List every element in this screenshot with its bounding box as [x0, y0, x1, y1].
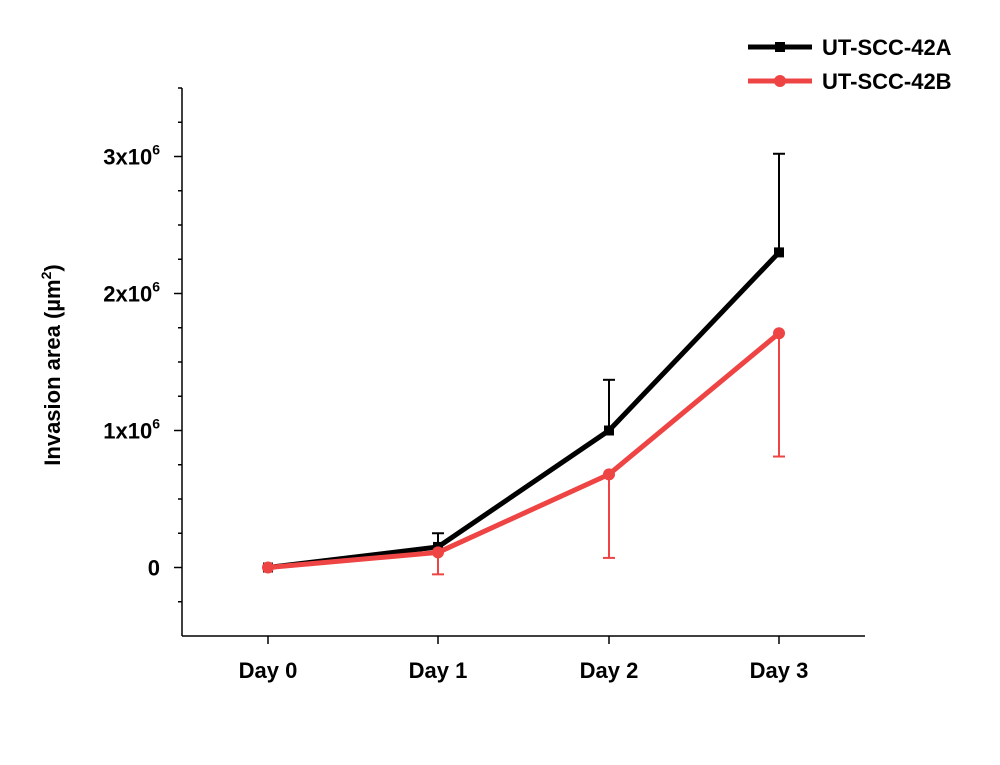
- x-tick-label: Day 2: [580, 658, 639, 683]
- series-ut-scc-42a: [263, 152, 785, 573]
- legend-item: UT-SCC-42A: [748, 35, 952, 60]
- y-tick-label: 2x106: [103, 279, 160, 307]
- data-point: [432, 546, 444, 559]
- y-tick-label: 0: [148, 556, 160, 581]
- data-point: [262, 561, 274, 574]
- y-tick-label: 3x106: [103, 142, 160, 170]
- x-ticks: Day 0 Day 1 Day 2 Day 3: [239, 636, 809, 683]
- legend-label: UT-SCC-42B: [822, 69, 952, 94]
- legend: UT-SCC-42A UT-SCC-42B: [748, 35, 952, 94]
- legend-item: UT-SCC-42B: [748, 69, 952, 94]
- data-point: [774, 247, 784, 258]
- data-point: [603, 468, 615, 481]
- y-ticks: 0 1x106 2x106 3x106: [103, 87, 182, 603]
- legend-label: UT-SCC-42A: [822, 35, 952, 60]
- series-layer: [262, 152, 785, 576]
- x-tick-label: Day 1: [409, 658, 468, 683]
- series-line: [267, 250, 781, 570]
- data-point: [773, 327, 785, 340]
- axes: [181, 88, 865, 637]
- data-point: [604, 425, 614, 436]
- x-tick-label: Day 3: [750, 658, 809, 683]
- x-tick-label: Day 0: [239, 658, 298, 683]
- legend-marker: [774, 75, 786, 87]
- series-line: [267, 331, 781, 570]
- y-tick-label: 1x106: [103, 416, 160, 444]
- y-axis-title: Invasion area (µm2): [38, 264, 65, 465]
- series-ut-scc-42b: [262, 327, 785, 576]
- legend-marker: [775, 42, 785, 52]
